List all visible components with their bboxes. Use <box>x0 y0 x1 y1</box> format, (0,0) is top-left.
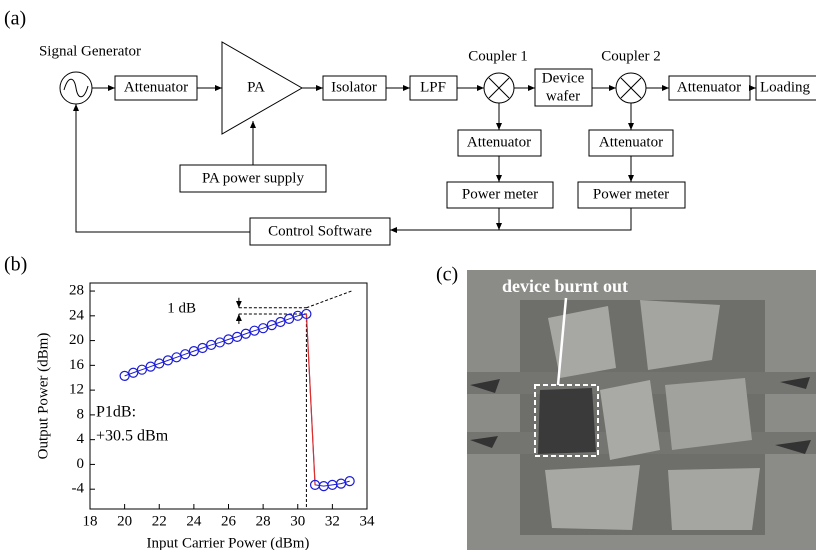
annotation: P1dB: <box>96 404 136 421</box>
node-label: Attenuator <box>124 79 188 95</box>
flake <box>665 378 752 450</box>
node-label: Attenuator <box>677 79 741 95</box>
x-tick-label: 26 <box>221 513 237 529</box>
y-tick-label: 24 <box>69 307 85 323</box>
panel-label: (b) <box>4 254 27 276</box>
node-label: Attenuator <box>599 134 663 150</box>
x-tick-label: 28 <box>256 513 271 529</box>
node-label: Attenuator <box>467 134 531 150</box>
micrograph-annotation: device burnt out <box>502 276 628 296</box>
figure: (a) (b) (c) Signal Generator Attenuator … <box>0 0 816 550</box>
y-tick-label: -4 <box>72 481 85 497</box>
node-label: wafer <box>546 88 580 104</box>
x-tick-label: 34 <box>360 513 376 529</box>
x-tick-label: 24 <box>186 513 202 529</box>
flake <box>668 468 760 530</box>
drop-line <box>306 314 315 485</box>
arrows <box>76 88 756 232</box>
node-label: Signal Generator <box>39 43 141 59</box>
node-label: Power meter <box>462 186 538 202</box>
micrograph: device burnt out <box>467 270 816 550</box>
flake <box>640 300 720 370</box>
burnt-region <box>538 388 596 454</box>
series-line <box>125 314 350 486</box>
node-label: Power meter <box>593 186 669 202</box>
panel-label: (a) <box>4 8 26 30</box>
plot-frame <box>90 283 367 509</box>
y-tick-label: 28 <box>69 282 84 298</box>
annotation: 1 dB <box>167 300 196 316</box>
x-tick-label: 20 <box>117 513 132 529</box>
node-label: Coupler 2 <box>601 48 661 64</box>
flake <box>600 380 660 460</box>
y-tick-label: 8 <box>77 406 85 422</box>
node-label: Loading <box>760 79 810 95</box>
y-axis-title: Output Power (dBm) <box>35 333 51 460</box>
x-tick-label: 32 <box>325 513 340 529</box>
x-tick-label: 22 <box>152 513 167 529</box>
annotation: +30.5 dBm <box>96 428 169 445</box>
flake <box>548 306 616 378</box>
y-tick-label: 20 <box>69 332 84 348</box>
node-label: Control Software <box>268 223 372 239</box>
node-label: Device <box>542 70 585 86</box>
x-axis-title: Input Carrier Power (dBm) <box>147 535 310 550</box>
chart: Input Carrier Power (dBm) Output Power (… <box>35 282 375 550</box>
x-tick-label: 30 <box>290 513 305 529</box>
node-label: Coupler 1 <box>468 48 528 64</box>
y-tick-label: 16 <box>69 357 85 373</box>
ideal-line <box>306 290 353 307</box>
node-label: LPF <box>420 79 446 95</box>
node-label: Isolator <box>331 79 377 95</box>
block-diagram: Signal Generator Attenuator PA PA power … <box>39 42 816 245</box>
y-tick-label: 4 <box>77 431 85 447</box>
y-tick-label: 0 <box>77 456 85 472</box>
x-tick-label: 18 <box>83 513 98 529</box>
y-tick-label: 12 <box>69 382 84 398</box>
flake <box>545 465 640 530</box>
panel-label: (c) <box>436 264 458 286</box>
node-label: PA power supply <box>202 170 304 186</box>
node-label: PA <box>247 79 265 95</box>
